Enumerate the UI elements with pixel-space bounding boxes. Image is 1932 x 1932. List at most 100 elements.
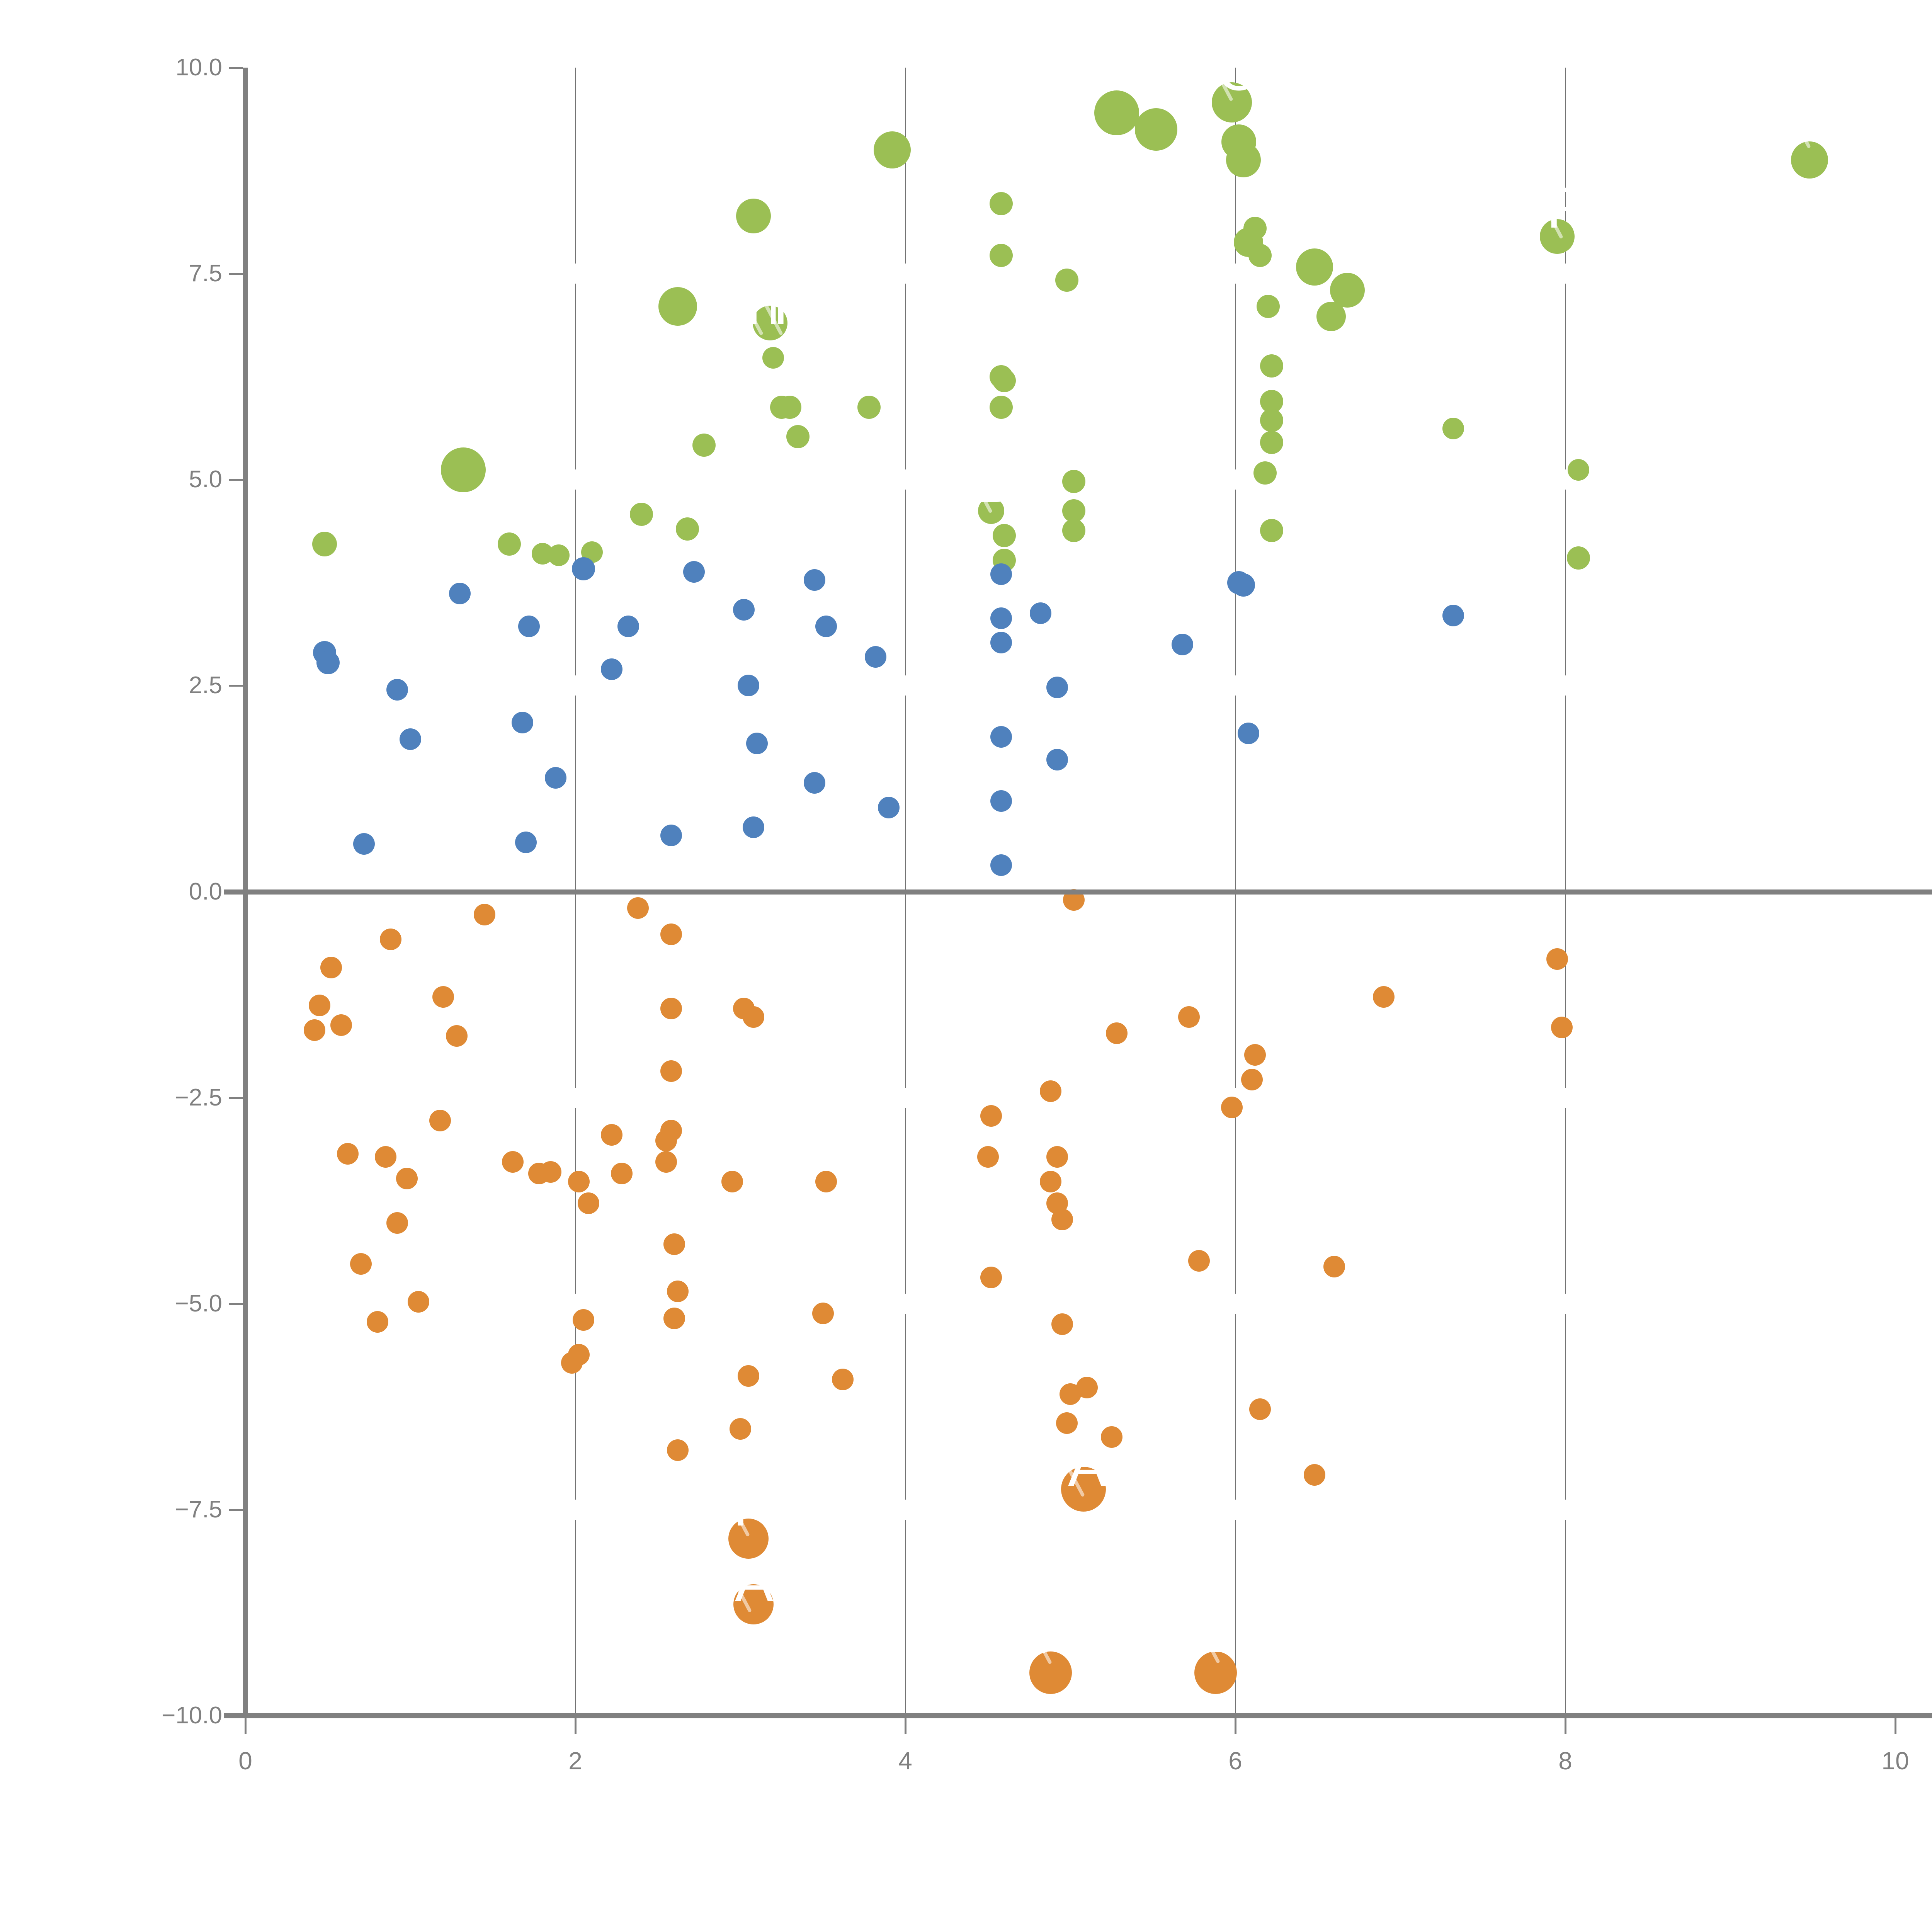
scatter-point-green[interactable] [312,531,337,556]
scatter-point-orange[interactable] [812,1303,834,1325]
scatter-point-blue[interactable] [1238,723,1260,745]
scatter-point-blue[interactable] [738,675,760,697]
scatter-point-orange[interactable] [568,1171,590,1193]
scatter-point-blue[interactable] [1030,602,1052,624]
scatter-point-blue[interactable] [600,658,622,680]
scatter-point-green[interactable] [440,447,486,492]
scatter-point-blue[interactable] [400,728,421,750]
scatter-point-blue[interactable] [743,816,765,838]
scatter-point-orange[interactable] [663,1233,685,1255]
scatter-point-orange[interactable] [446,1025,468,1047]
scatter-point-orange[interactable] [1105,1022,1128,1044]
scatter-point-orange[interactable] [568,1344,590,1366]
scatter-point-orange[interactable] [730,1418,751,1440]
scatter-point-green[interactable] [778,395,802,419]
scatter-point-green[interactable] [1135,108,1178,151]
scatter-point-blue[interactable] [572,557,595,580]
scatter-point-orange[interactable] [1373,986,1395,1008]
scatter-point-orange[interactable] [337,1143,359,1165]
scatter-point-orange[interactable] [1221,1097,1243,1119]
scatter-point-orange[interactable] [1323,1255,1345,1277]
scatter-point-blue[interactable] [990,854,1012,876]
scatter-point-green[interactable] [1260,519,1283,543]
scatter-point-blue[interactable] [660,825,682,847]
scatter-point-green[interactable] [873,131,911,169]
scatter-point-orange[interactable] [1061,1466,1106,1512]
scatter-point-blue[interactable] [515,831,537,853]
scatter-point-green[interactable] [1062,469,1085,493]
scatter-point-orange[interactable] [977,1146,999,1168]
scatter-point-green[interactable] [762,347,784,369]
scatter-point-orange[interactable] [832,1368,854,1390]
scatter-point-orange[interactable] [600,1124,622,1146]
scatter-point-blue[interactable] [865,646,887,668]
scatter-point-green[interactable] [857,395,881,419]
scatter-point-orange[interactable] [1188,1250,1210,1272]
scatter-point-blue[interactable] [1442,605,1464,627]
scatter-point-orange[interactable] [660,1060,682,1082]
scatter-point-blue[interactable] [449,582,471,604]
scatter-point-orange[interactable] [330,1014,352,1036]
scatter-point-green[interactable] [1243,216,1267,240]
scatter-point-blue[interactable] [990,632,1012,654]
scatter-point-green[interactable] [629,502,653,526]
scatter-point-orange[interactable] [627,897,649,919]
scatter-point-orange[interactable] [728,1518,769,1559]
scatter-point-blue[interactable] [617,615,639,637]
scatter-point-orange[interactable] [1100,1426,1122,1448]
scatter-point-green[interactable] [1296,248,1333,286]
scatter-point-orange[interactable] [1178,1006,1200,1028]
scatter-point-green[interactable] [989,244,1013,267]
scatter-point-orange[interactable] [1551,1017,1573,1039]
scatter-point-orange[interactable] [350,1253,372,1275]
scatter-point-orange[interactable] [667,1439,689,1461]
scatter-point-orange[interactable] [611,1162,633,1184]
scatter-point-green[interactable] [1094,90,1139,136]
scatter-point-orange[interactable] [1076,1377,1098,1399]
scatter-point-orange[interactable] [474,904,496,926]
scatter-point-blue[interactable] [990,790,1012,812]
scatter-point-blue[interactable] [1232,573,1255,597]
scatter-point-green[interactable] [989,192,1013,215]
scatter-point-orange[interactable] [379,929,401,951]
scatter-point-orange[interactable] [578,1192,600,1214]
scatter-point-orange[interactable] [374,1146,396,1168]
scatter-point-orange[interactable] [304,1019,326,1041]
scatter-point-blue[interactable] [1046,676,1068,698]
scatter-point-blue[interactable] [990,726,1012,748]
scatter-point-green[interactable] [676,517,699,541]
scatter-point-blue[interactable] [386,679,408,701]
scatter-point-orange[interactable] [1249,1398,1271,1420]
scatter-point-orange[interactable] [660,998,682,1020]
scatter-point-orange[interactable] [980,1266,1002,1288]
scatter-point-green[interactable] [736,198,771,233]
scatter-point-green[interactable] [993,524,1016,548]
scatter-point-green[interactable] [1539,219,1575,254]
scatter-point-green[interactable] [993,369,1016,393]
scatter-point-green[interactable] [1442,418,1464,440]
scatter-point-blue[interactable] [804,772,826,794]
scatter-point-orange[interactable] [1056,1412,1078,1434]
scatter-point-blue[interactable] [804,569,826,591]
scatter-point-orange[interactable] [660,1119,682,1141]
scatter-point-orange[interactable] [1051,1209,1073,1231]
scatter-point-green[interactable] [989,395,1013,419]
scatter-point-orange[interactable] [1546,948,1568,970]
scatter-point-orange[interactable] [573,1309,595,1331]
scatter-point-orange[interactable] [743,1006,765,1028]
scatter-point-green[interactable] [1055,269,1079,292]
scatter-point-blue[interactable] [746,732,768,754]
scatter-point-green[interactable] [1062,499,1085,523]
scatter-point-green[interactable] [1260,408,1283,432]
scatter-point-orange[interactable] [1303,1464,1325,1486]
scatter-point-green[interactable] [498,532,521,556]
scatter-point-blue[interactable] [733,599,755,621]
scatter-point-green[interactable] [1316,302,1346,331]
scatter-point-orange[interactable] [309,994,331,1016]
scatter-point-orange[interactable] [366,1311,388,1333]
scatter-point-orange[interactable] [320,956,342,978]
scatter-point-green[interactable] [1226,142,1261,177]
scatter-point-green[interactable] [548,544,570,566]
scatter-point-orange[interactable] [1029,1651,1072,1694]
scatter-point-green[interactable] [1260,431,1283,454]
